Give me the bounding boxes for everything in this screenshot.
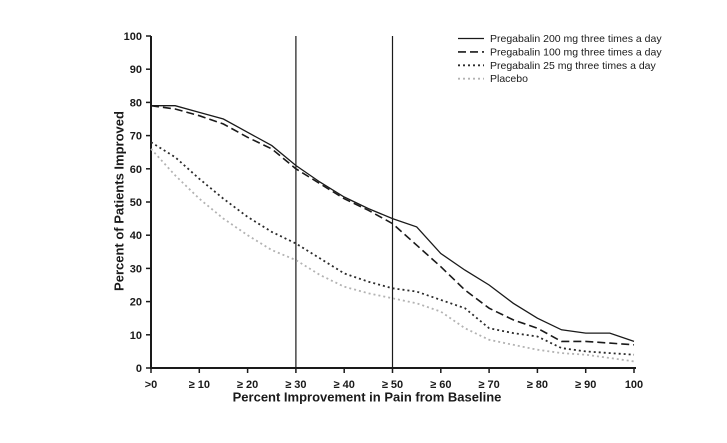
y-tick-label: 100 (124, 31, 142, 43)
x-tick-label: ≥ 40 (334, 379, 355, 391)
x-tick-label: ≥ 70 (478, 379, 499, 391)
y-tick-label: 30 (130, 263, 142, 275)
x-tick-label: ≥ 10 (189, 379, 210, 391)
legend-label: Placebo (490, 73, 528, 85)
x-tick-label: >0 (145, 379, 158, 391)
y-tick-label: 0 (136, 363, 142, 375)
y-tick-label: 40 (130, 230, 142, 242)
x-tick-label: ≥ 20 (237, 379, 258, 391)
x-tick-label: ≥ 30 (285, 379, 306, 391)
y-tick-label: 90 (130, 64, 142, 76)
legend-label: Pregabalin 200 mg three times a day (490, 33, 662, 45)
series-line-2 (150, 104, 635, 346)
legend-label: Pregabalin 25 mg three times a day (490, 60, 657, 72)
series-line-4 (150, 148, 635, 363)
y-axis-title: Percent of Patients Improved (111, 111, 127, 291)
y-tick-label: 10 (130, 330, 142, 342)
y-tick-label: 50 (130, 197, 142, 209)
x-tick-label: ≥ 80 (527, 379, 548, 391)
legend-label: Pregabalin 100 mg three times a day (490, 46, 662, 58)
x-tick-label: ≥ 60 (430, 379, 451, 391)
series-line-1 (151, 105, 635, 343)
x-axis-title: Percent Improvement in Pain from Baselin… (232, 389, 502, 405)
x-tick-label: 100 (625, 379, 643, 391)
x-tick-label: ≥ 50 (382, 379, 403, 391)
y-tick-label: 20 (130, 297, 142, 309)
y-tick-label: 70 (130, 131, 142, 143)
y-tick-label: 60 (130, 164, 142, 176)
y-tick-label: 80 (130, 97, 142, 109)
x-tick-label: ≥ 90 (575, 379, 596, 391)
